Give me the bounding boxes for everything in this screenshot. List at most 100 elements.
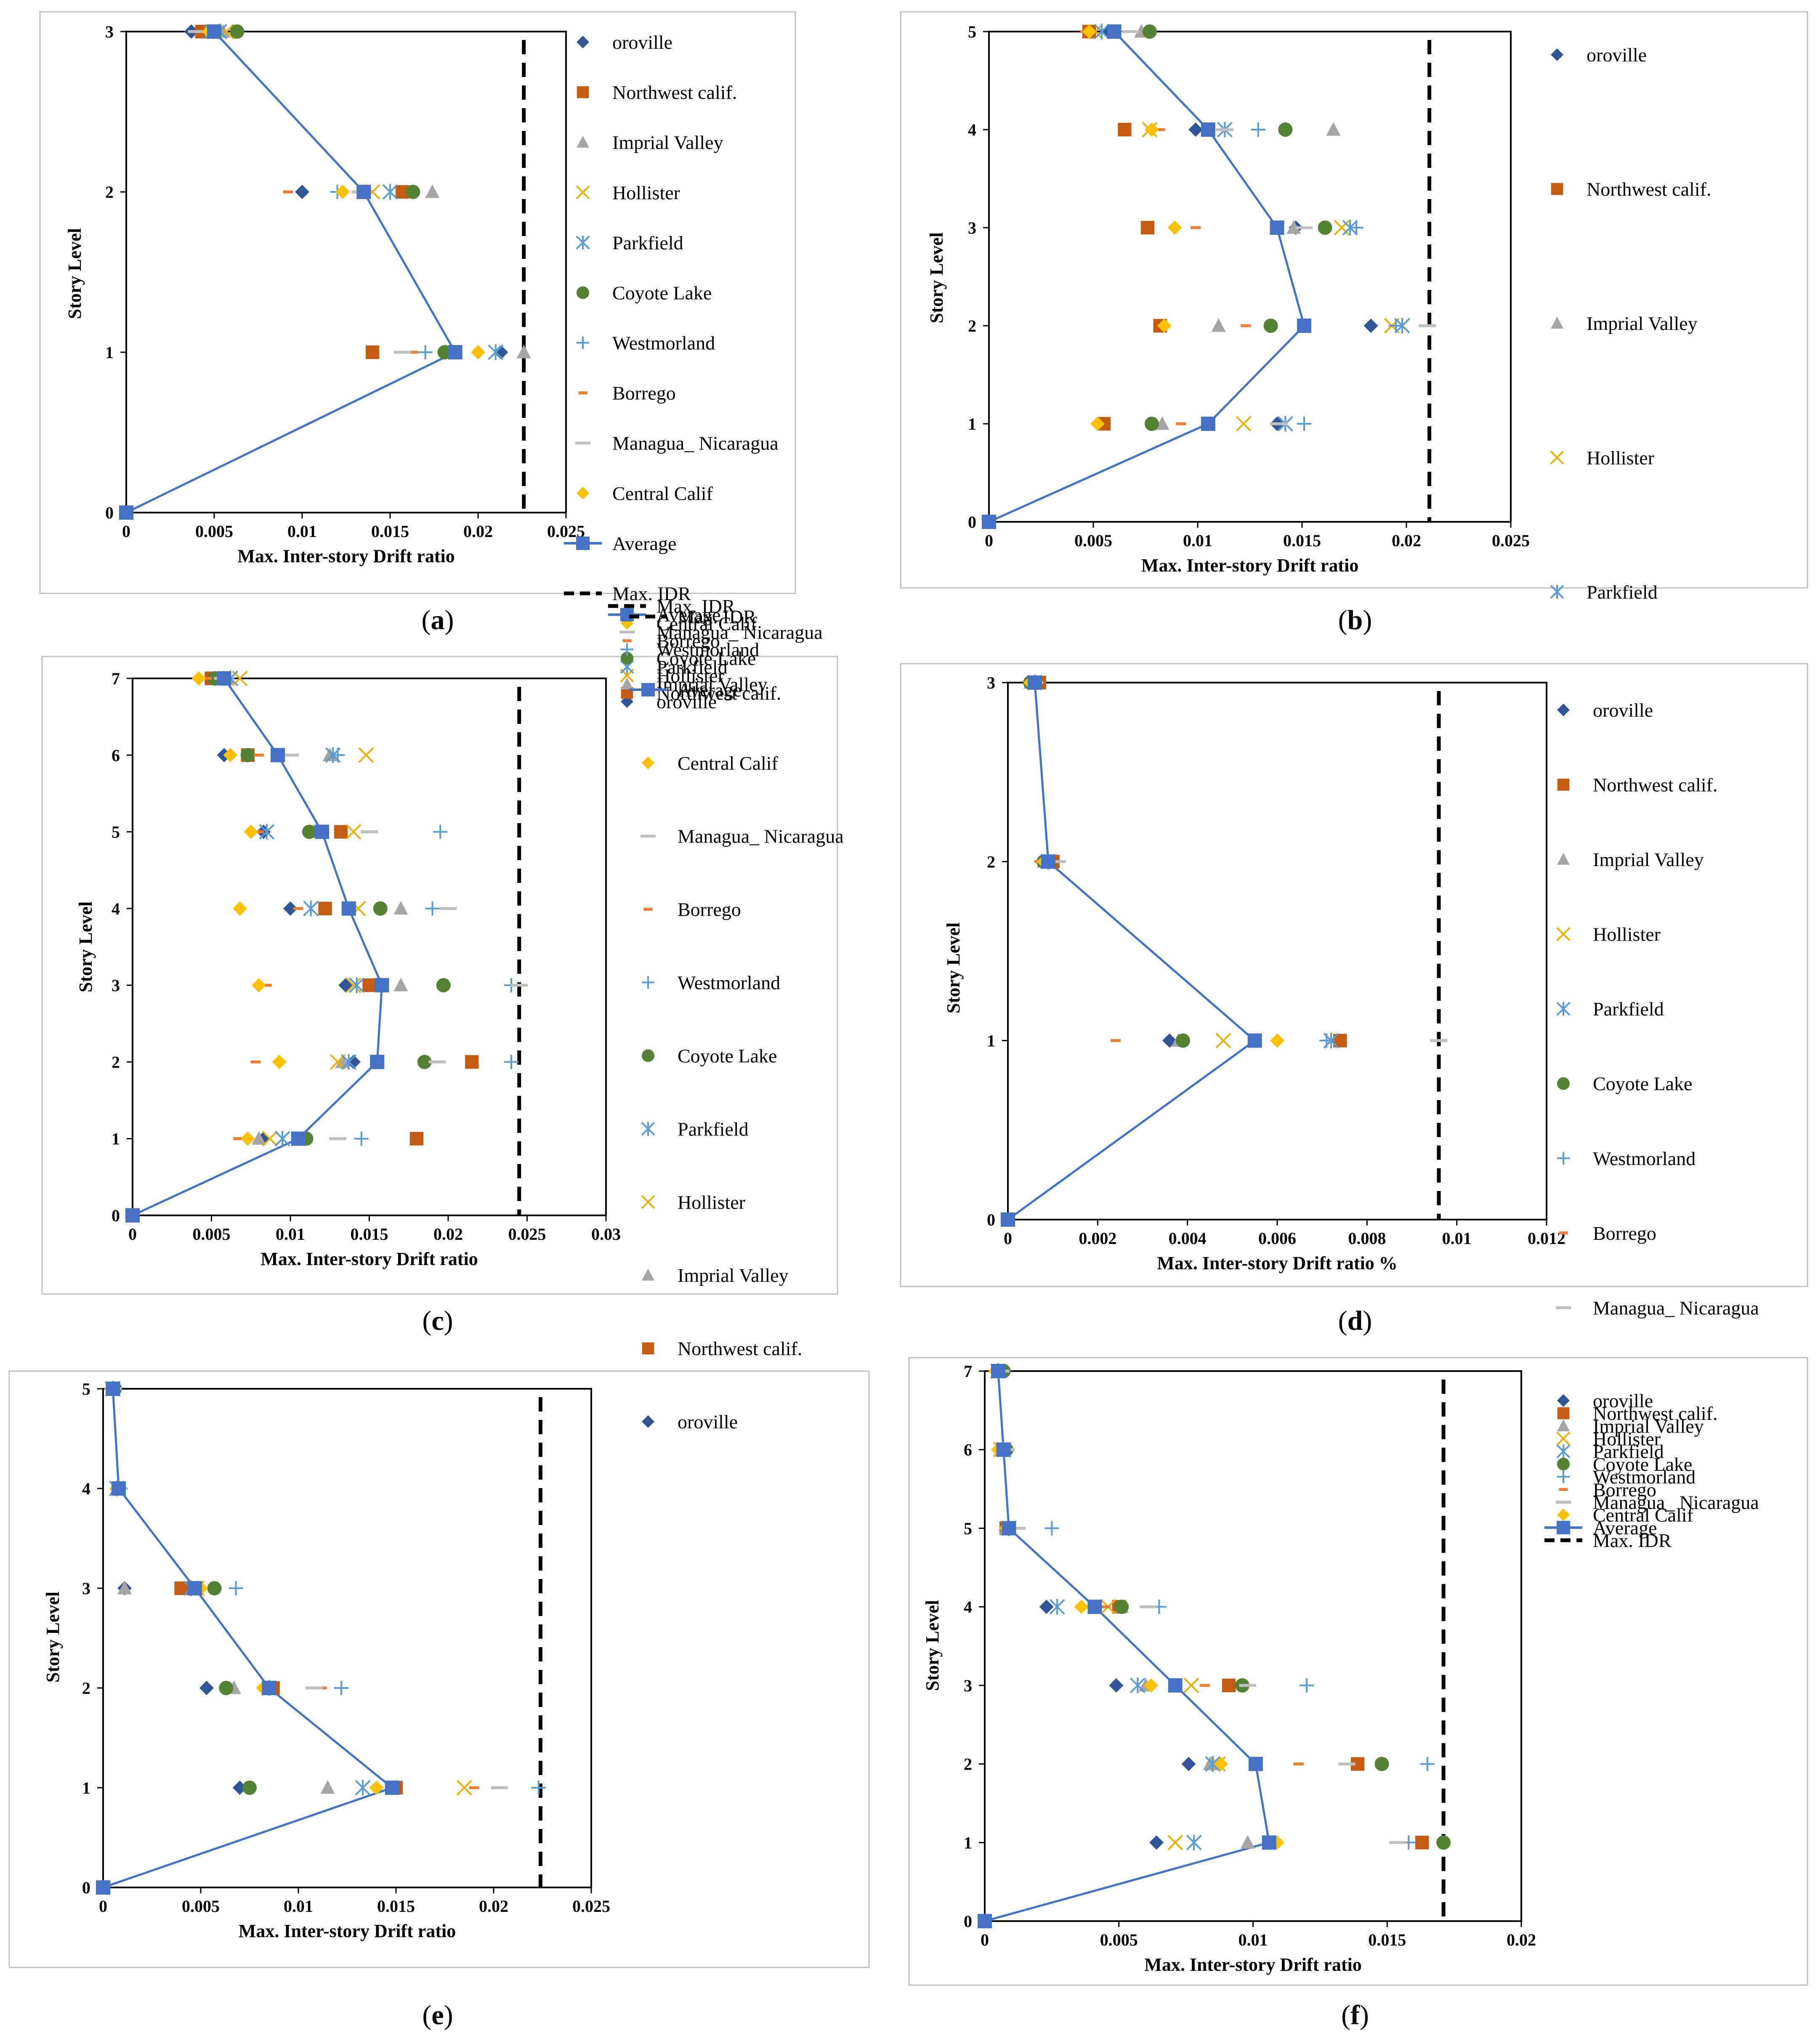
legend-label: Central Calif bbox=[612, 483, 713, 504]
westmorland-point bbox=[1297, 417, 1311, 431]
central-calif-point bbox=[471, 345, 485, 359]
imprial-valley-point bbox=[393, 901, 408, 915]
y-axis-title: Story Level bbox=[943, 922, 964, 1013]
caption-letter: d bbox=[1348, 1305, 1363, 1336]
imprial-valley-legend-marker bbox=[642, 1268, 654, 1281]
managua-nicaragua-point bbox=[305, 1686, 323, 1690]
x-tick-label: 0.01 bbox=[287, 522, 317, 541]
legend-label: oroville bbox=[1587, 44, 1647, 66]
legend-label: Average bbox=[678, 679, 742, 701]
x-tick-label: 0.005 bbox=[1074, 531, 1112, 550]
caption-paren-close: ) bbox=[445, 605, 454, 635]
westmorland-legend-marker bbox=[621, 643, 633, 656]
caption-paren-open: ( bbox=[422, 1305, 431, 1336]
central-calif-point bbox=[1270, 1033, 1284, 1048]
caption-paren-open: ( bbox=[1338, 1305, 1348, 1336]
managua-nicaragua-point bbox=[1140, 1605, 1157, 1608]
average-point bbox=[112, 1481, 126, 1496]
oroville-legend-marker bbox=[1557, 704, 1570, 716]
westmorland-point bbox=[330, 748, 345, 763]
legend-average-marker bbox=[576, 536, 590, 550]
legend-label: Parkfield bbox=[678, 1118, 749, 1140]
northwest-calif-point bbox=[318, 901, 332, 916]
borrego-legend-marker bbox=[1559, 1488, 1568, 1491]
central-calif-point bbox=[1090, 417, 1105, 431]
average-point bbox=[188, 1581, 202, 1595]
x-tick-label: 0 bbox=[1004, 1229, 1012, 1248]
westmorland-point bbox=[418, 345, 433, 359]
parkfield-point bbox=[349, 977, 364, 993]
central-calif-point bbox=[244, 824, 258, 839]
westmorland-point bbox=[504, 1055, 518, 1069]
managua-nicaragua-point bbox=[1048, 860, 1066, 863]
managua-nicaragua-point bbox=[1239, 1684, 1257, 1687]
legend-label: Westmorland bbox=[656, 639, 759, 660]
westmorland-point bbox=[1045, 1521, 1059, 1536]
parkfield-legend-marker bbox=[641, 1122, 655, 1136]
legend-label: Northwest calif. bbox=[1593, 774, 1717, 796]
y-tick-label: 1 bbox=[105, 343, 114, 362]
imprial-valley-point bbox=[320, 1780, 335, 1794]
northwest-calif-legend-marker bbox=[1551, 183, 1563, 195]
northwest-calif-legend-marker bbox=[1557, 1407, 1570, 1419]
legend-label: Parkfield bbox=[1593, 1441, 1664, 1462]
coyote-lake-legend-marker bbox=[642, 1049, 654, 1062]
hollister-point bbox=[1167, 1834, 1183, 1850]
coyote-lake-point bbox=[373, 901, 388, 916]
caption-paren-open: ( bbox=[422, 605, 431, 635]
legend-label: Coyote Lake bbox=[1593, 1073, 1692, 1095]
legend-label: Borrego bbox=[1593, 1223, 1656, 1244]
y-tick-label: 7 bbox=[112, 669, 120, 688]
managua-nicaragua-point bbox=[1216, 128, 1233, 131]
hollister-point bbox=[262, 1131, 278, 1147]
x-tick-label: 0.006 bbox=[1258, 1229, 1296, 1248]
legend-label: Hollister bbox=[1593, 924, 1661, 945]
y-tick-label: 2 bbox=[968, 316, 976, 335]
y-tick-label: 1 bbox=[964, 1833, 972, 1852]
westmorland-point bbox=[1319, 1033, 1334, 1048]
y-tick-label: 5 bbox=[968, 22, 976, 41]
oroville-legend-marker bbox=[1557, 1394, 1570, 1407]
y-tick-label: 3 bbox=[987, 673, 995, 692]
average-point bbox=[1168, 1678, 1183, 1693]
coyote-lake-point bbox=[1114, 1600, 1129, 1614]
x-tick-label: 0 bbox=[99, 1897, 107, 1916]
average-point bbox=[119, 505, 133, 520]
borrego-point bbox=[254, 830, 264, 834]
x-tick-label: 0.01 bbox=[276, 1225, 305, 1244]
managua-nicaragua-legend-marker bbox=[1556, 1306, 1571, 1309]
imprial-valley-legend-marker bbox=[1557, 1419, 1570, 1432]
managua-nicaragua-point bbox=[1430, 1039, 1448, 1042]
legend-label: Average bbox=[656, 604, 720, 626]
borrego-point bbox=[261, 983, 272, 987]
westmorland-legend-marker bbox=[642, 976, 654, 989]
westmorland-point bbox=[433, 824, 448, 839]
caption-paren-close: ) bbox=[1363, 1305, 1372, 1336]
borrego-legend-marker bbox=[1559, 1231, 1568, 1235]
managua-nicaragua-point bbox=[1122, 30, 1140, 33]
panel-caption: (e) bbox=[422, 2000, 453, 2031]
y-tick-label: 2 bbox=[105, 183, 114, 202]
borrego-point bbox=[408, 351, 418, 354]
coyote-lake-point bbox=[242, 1781, 257, 1795]
y-axis-title: Story Level bbox=[926, 232, 947, 323]
legend-label: oroville bbox=[656, 691, 717, 712]
legend-label: Parkfield bbox=[1593, 998, 1664, 1020]
coyote-lake-point bbox=[240, 748, 255, 763]
average-point bbox=[96, 1880, 110, 1895]
imprial-valley-point bbox=[1326, 122, 1341, 136]
westmorland-point bbox=[354, 1131, 369, 1146]
coyote-lake-point bbox=[1142, 24, 1157, 39]
x-tick-label: 0.005 bbox=[193, 1225, 231, 1244]
legend-label: Coyote Lake bbox=[1593, 1454, 1692, 1475]
chart-panel-f: 0 0.005 0.01 0.015 0.02 0 1 2 3 4 5 6 7 Max. Inter-st… bbox=[908, 1357, 1808, 2031]
average-point bbox=[1201, 122, 1215, 137]
imprial-valley-point bbox=[1240, 1835, 1255, 1849]
central-calif-legend-marker bbox=[577, 486, 589, 500]
managua-nicaragua-point bbox=[188, 30, 205, 33]
average-point bbox=[991, 1364, 1005, 1378]
hollister-point bbox=[1236, 416, 1252, 432]
y-tick-label: 0 bbox=[82, 1878, 90, 1897]
